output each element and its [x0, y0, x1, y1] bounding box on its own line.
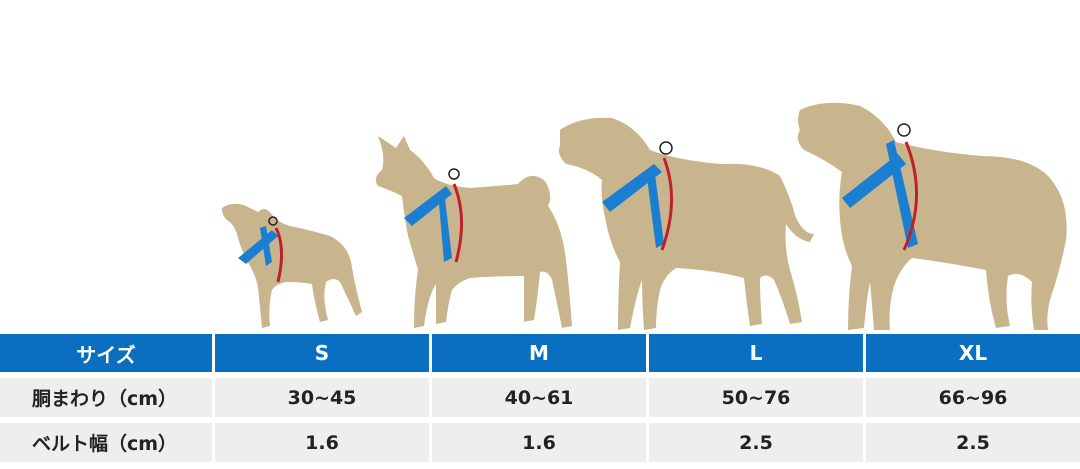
belt-width-l: 2.5 [649, 423, 863, 462]
belt-width-s: 1.6 [215, 423, 429, 462]
belt-width-label: ベルト幅（cm） [0, 423, 212, 462]
girth-label: 胴まわり（cm） [0, 378, 212, 417]
dog-size-illustration [222, 102, 1067, 330]
header-size-s: S [215, 334, 429, 372]
girth-m: 40~61 [432, 378, 646, 417]
large-dog-icon [558, 117, 814, 330]
table-row-belt-width: ベルト幅（cm） 1.6 1.6 2.5 2.5 [0, 423, 1080, 462]
small-dog-icon [222, 203, 362, 328]
xl-dog-icon [797, 102, 1067, 330]
belt-width-xl: 2.5 [866, 423, 1080, 462]
girth-s: 30~45 [215, 378, 429, 417]
header-size-xl: XL [866, 334, 1080, 372]
belt-width-m: 1.6 [432, 423, 646, 462]
size-chart-table: サイズ S M L XL 胴まわり（cm） 30~45 40~61 50~76 … [0, 334, 1080, 469]
header-size-label: サイズ [0, 334, 212, 372]
header-size-l: L [649, 334, 863, 372]
girth-xl: 66~96 [866, 378, 1080, 417]
header-size-m: M [432, 334, 646, 372]
table-header-row: サイズ S M L XL [0, 334, 1080, 372]
medium-dog-icon [375, 136, 572, 328]
girth-l: 50~76 [649, 378, 863, 417]
table-row-girth: 胴まわり（cm） 30~45 40~61 50~76 66~96 [0, 378, 1080, 417]
